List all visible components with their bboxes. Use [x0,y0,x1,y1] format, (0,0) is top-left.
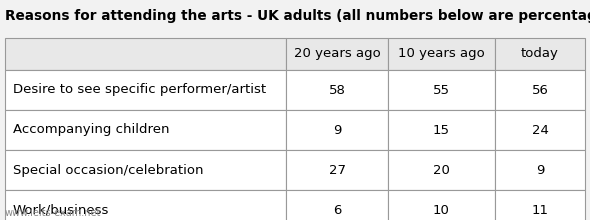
Bar [286,150,388,190]
Text: 10: 10 [433,204,450,216]
Text: 20 years ago: 20 years ago [294,48,381,60]
Text: 9: 9 [536,163,544,176]
Text: 9: 9 [333,123,341,136]
Text: www.ielts-exam.net: www.ielts-exam.net [5,208,101,218]
Bar [388,190,495,220]
Text: Accompanying children: Accompanying children [13,123,169,136]
Bar [388,70,495,110]
Text: Work/business: Work/business [13,204,109,216]
Bar [495,110,585,150]
Text: today: today [521,48,559,60]
Bar [388,38,495,70]
Bar [286,190,388,220]
Bar [5,190,286,220]
Bar [5,70,286,110]
Text: Special occasion/celebration: Special occasion/celebration [13,163,204,176]
Text: 24: 24 [532,123,549,136]
Bar [388,150,495,190]
Bar [5,150,286,190]
Text: 6: 6 [333,204,341,216]
Text: 11: 11 [532,204,549,216]
Bar [286,70,388,110]
Bar [495,70,585,110]
Bar [5,110,286,150]
Bar [286,38,388,70]
Text: 27: 27 [329,163,346,176]
Text: 15: 15 [433,123,450,136]
Bar [495,38,585,70]
Bar [388,110,495,150]
Bar [495,150,585,190]
Text: 56: 56 [532,84,549,97]
Text: 20: 20 [433,163,450,176]
Text: Reasons for attending the arts - UK adults (all numbers below are percentages): Reasons for attending the arts - UK adul… [5,9,590,23]
Text: 55: 55 [433,84,450,97]
Text: 10 years ago: 10 years ago [398,48,485,60]
Bar [5,38,286,70]
Text: 58: 58 [329,84,346,97]
Bar [286,110,388,150]
Text: Desire to see specific performer/artist: Desire to see specific performer/artist [13,84,266,97]
Bar [495,190,585,220]
